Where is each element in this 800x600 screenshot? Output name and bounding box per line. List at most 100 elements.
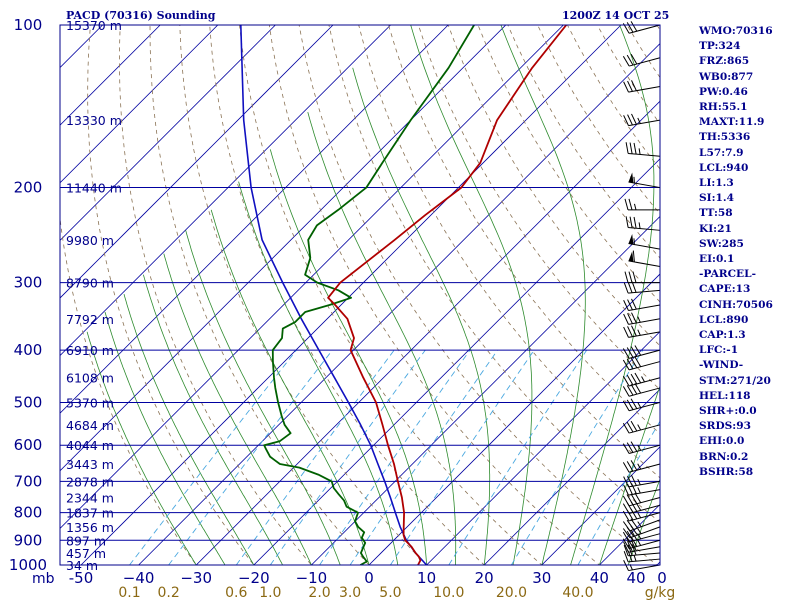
pressure-tick-label: 300 (14, 274, 43, 292)
height-label: 2344 m (66, 491, 114, 506)
index-entry: EHI:0.0 (699, 435, 745, 448)
moist-adiabat-line (86, 331, 197, 565)
wind-barb (622, 460, 661, 473)
dry-adiabat-line (298, 25, 658, 565)
moist-adiabat-line (599, 384, 660, 565)
dry-adiabat-line (179, 25, 428, 565)
temperature-tick-label: 30 (532, 569, 551, 587)
mixing-ratio-line (319, 349, 471, 565)
wind-barb (623, 298, 661, 312)
moist-adiabat-line (500, 25, 586, 565)
dry-adiabat-line (209, 25, 485, 565)
temperature-tick-label: -50 (69, 569, 94, 587)
pressure-tick-label: 400 (14, 341, 43, 359)
pressure-tick-label: 1000 (9, 556, 47, 574)
isotherm-line (138, 43, 660, 565)
wind-barb (623, 544, 661, 557)
height-label: 11440 m (66, 181, 122, 196)
pressure-tick-label: 500 (14, 393, 43, 411)
index-entry: LCL:940 (699, 161, 749, 174)
wind-barb (622, 345, 661, 359)
temperature-tick-label: 20 (475, 569, 494, 587)
wind-barb (623, 113, 661, 127)
mixing-ratio-line (235, 349, 395, 565)
height-label: 5370 m (66, 395, 114, 410)
mixing-ratio-label: 0.2 (157, 585, 179, 600)
index-entry: BSHR:58 (699, 465, 754, 478)
index-entry: -WIND- (699, 359, 744, 372)
mixing-ratio-label: 0.1 (118, 585, 140, 600)
wind-barb (624, 198, 660, 211)
height-label: 2878 m (66, 474, 114, 489)
height-label: 3443 m (66, 457, 114, 472)
height-label: 13330 m (66, 113, 122, 128)
mixing-ratio-label: 1.0 (259, 585, 281, 600)
moist-adiabat-line (570, 25, 655, 565)
index-entry: WMO:70316 (699, 25, 773, 37)
mixing-ratio-label: 20.0 (496, 585, 527, 600)
moist-adiabat-line (352, 67, 491, 565)
wind-barb (628, 250, 661, 267)
pressure-unit-label: mb (32, 571, 55, 587)
isotherm-line (60, 25, 334, 299)
index-entry: EI:0.1 (699, 253, 735, 266)
temperature-tick-label: −30 (180, 569, 212, 587)
dry-adiabat-line (447, 25, 660, 347)
mixing-ratio-label: 0.6 (225, 585, 247, 600)
mixing-ratio-line (168, 349, 333, 565)
index-entry: LCL:890 (699, 313, 749, 326)
temperature-line (327, 25, 568, 565)
index-entry: CAPE:13 (699, 283, 751, 296)
index-entry: RH:55.1 (699, 101, 748, 114)
moist-adiabat-line (410, 25, 533, 565)
wind-barb (622, 492, 661, 507)
isotherm-line (195, 100, 660, 565)
wind-barb (623, 540, 661, 553)
index-entry: MAXT:11.9 (699, 116, 765, 129)
mixing-ratio-label: 3.0 (339, 585, 361, 600)
isotherm-line (60, 25, 391, 357)
dry-adiabat-line (268, 25, 601, 565)
wind-barb (622, 53, 661, 67)
mixing-ratio-unit-label: g/kg (645, 585, 676, 600)
wind-scale-label: 40 (626, 569, 645, 587)
index-entry: SW:285 (699, 237, 744, 250)
index-entry: LFC:-1 (699, 344, 739, 357)
moist-adiabat-line (185, 230, 341, 565)
moist-adiabat-line (238, 181, 399, 565)
index-entry: KI:21 (699, 222, 732, 235)
height-label: 4684 m (66, 418, 114, 433)
wind-barb (623, 483, 661, 496)
sounding-datetime: 1200Z 14 OCT 25 (562, 9, 670, 22)
isotherm-line (253, 158, 660, 565)
height-label: 6108 m (66, 371, 114, 386)
index-entry: CINH:70506 (699, 298, 773, 311)
isotherm-line (311, 215, 660, 565)
height-label: 9980 m (66, 233, 114, 248)
isotherm-line (60, 25, 564, 529)
index-entry: FRZ:865 (699, 55, 750, 68)
dry-adiabat-line (328, 25, 660, 523)
temperature-tick-label: −40 (123, 569, 155, 587)
pressure-tick-label: 700 (14, 472, 43, 490)
mixing-ratio-label: 40.0 (562, 585, 593, 600)
isotherm-line (541, 446, 660, 565)
wind-barb (628, 234, 661, 250)
wind-barb (622, 372, 661, 387)
wind-barb (625, 216, 661, 231)
parcel-trace-line (240, 25, 428, 565)
wind-barb (622, 356, 661, 371)
pressure-tick-label: 100 (14, 16, 43, 34)
index-entry: L57:7.9 (699, 146, 744, 159)
moist-adiabat-line (210, 209, 370, 565)
temperature-tick-label: −10 (296, 569, 328, 587)
dry-adiabat-line (358, 25, 660, 479)
height-label: 897 m (66, 533, 106, 548)
isotherm-line (60, 25, 161, 126)
plot-frame (59, 24, 661, 566)
height-label: 8790 m (66, 276, 114, 291)
wind-barb (622, 518, 661, 532)
wind-barb (622, 383, 661, 397)
mixing-ratio-label: 5.0 (379, 585, 401, 600)
height-label: 1356 m (66, 520, 114, 535)
